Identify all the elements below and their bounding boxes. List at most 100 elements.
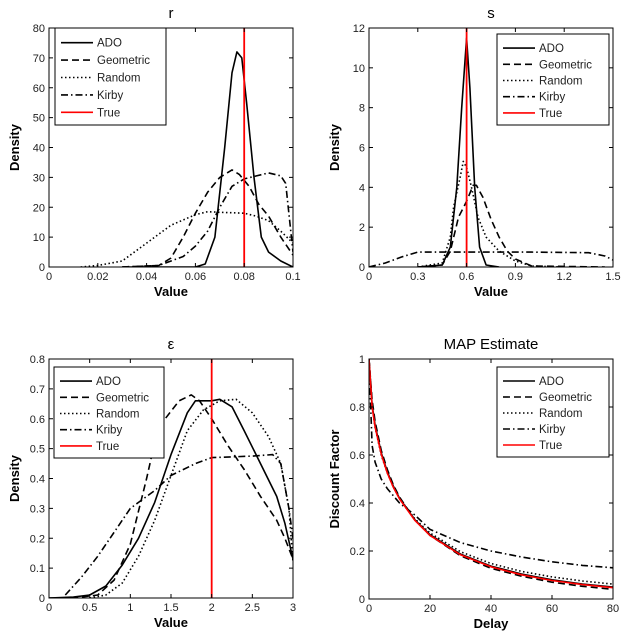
legend-label-geometric: Geometric [539,392,592,404]
y-tick-label: 10 [33,232,45,244]
subplot-1: 0 0.02 0.04 0.06 0.08 0.1 0 10 20 30 40 50 60 70 80 r Va… [7,5,301,299]
legend-box [54,27,167,126]
y-tick-label: 30 [33,172,45,184]
legend-box [53,366,165,459]
y-tick-label: 0 [359,262,365,274]
legend-label-ado: ADO [96,376,121,388]
x-tick-label: 2.5 [245,602,260,614]
legend: ADO Geometric Random Kirby True [54,27,167,126]
x-tick-label: 20 [424,603,436,615]
x-tick-label: 0.1 [285,271,300,283]
x-tick-label: 0.04 [136,271,157,283]
legend-label-kirby: Kirby [97,90,123,102]
series-line-random [89,398,293,598]
x-tick-label: 0 [366,271,372,283]
legend-label-geometric: Geometric [539,59,592,71]
series-line-geometric [417,184,605,267]
legend-label-random: Random [539,408,582,420]
y-tick-label: 0 [39,593,45,605]
x-axis-label: Value [474,284,508,299]
chart-title: ε [168,336,175,353]
x-tick-label: 1.5 [163,602,178,614]
series-line-geometric [122,169,293,267]
y-tick-label: 6 [359,143,365,155]
subplot-2: 0 0.3 0.6 0.9 1.2 1.5 0 2 4 6 8 10 12 s Value Density AD… [327,5,621,299]
y-axis-label: Density [327,123,342,171]
x-tick-label: 0 [46,271,52,283]
y-tick-label: 2 [359,222,365,234]
series-line-ado [49,398,293,598]
x-tick-label: 2 [209,602,215,614]
x-tick-label: 0 [46,602,52,614]
y-tick-label: 80 [33,23,45,35]
series-line-true [369,359,613,589]
y-tick-label: 70 [33,53,45,65]
series-line-ado [417,37,500,267]
x-tick-label: 60 [546,603,558,615]
y-tick-label: 4 [359,182,365,194]
series-line-geometric [49,394,293,598]
x-tick-label: 1 [127,602,133,614]
legend-label-true: True [96,441,119,453]
series-line-kirby [122,172,293,267]
legend-label-true: True [97,107,120,119]
legend: ADO Geometric Random Kirby True [496,33,610,126]
series-line-random [80,210,293,267]
series-line-random [417,160,565,267]
y-tick-label: 0.2 [350,546,365,558]
y-tick-label: 0.5 [30,444,45,456]
y-tick-label: 60 [33,83,45,95]
legend-label-kirby: Kirby [539,92,565,104]
x-axis-label: Value [154,284,188,299]
y-tick-label: 0.4 [350,498,365,510]
y-tick-label: 12 [353,23,365,35]
legend-label-ado: ADO [539,376,564,388]
y-tick-label: 0 [39,262,45,274]
y-tick-label: 0 [359,594,365,606]
subplot-3: 0 0.5 1 1.5 2 2.5 3 0 0.1 0.2 0.3 0.4 0.5 0.6 0.7 0.8 ε V… [7,336,296,630]
x-tick-label: 0.3 [410,271,425,283]
chart-title: r [169,5,174,22]
y-tick-label: 10 [353,63,365,75]
y-tick-label: 0.4 [30,474,45,486]
legend-box [496,366,610,458]
legend-label-random: Random [97,73,140,85]
y-tick-label: 8 [359,103,365,115]
y-axis-label: Density [7,123,22,171]
legend-label-geometric: Geometric [97,55,150,67]
legend-label-ado: ADO [539,43,564,55]
x-tick-label: 0.02 [87,271,108,283]
x-tick-label: 0 [366,603,372,615]
y-tick-label: 40 [33,143,45,155]
y-tick-label: 0.2 [30,533,45,545]
x-tick-label: 80 [607,603,619,615]
x-tick-label: 0.6 [459,271,474,283]
legend-box [496,33,610,126]
y-tick-label: 0.6 [350,450,365,462]
y-tick-label: 0.1 [30,563,45,575]
legend: ADO Geometric Random Kirby True [496,366,610,458]
x-tick-label: 0.5 [82,602,97,614]
x-tick-label: 1.5 [605,271,620,283]
y-tick-label: 20 [33,202,45,214]
series-line-ado [122,51,293,267]
legend-label-kirby: Kirby [539,424,565,436]
x-tick-label: 0.08 [233,271,254,283]
legend-label-random: Random [96,409,139,421]
series-line-kirby [369,251,613,267]
series-line-kirby [369,359,613,569]
y-tick-label: 50 [33,113,45,125]
x-tick-label: 40 [485,603,497,615]
legend-label-random: Random [539,76,582,88]
x-tick-label: 0.06 [185,271,206,283]
y-tick-label: 0.7 [30,384,45,396]
x-axis-label: Delay [474,616,509,631]
x-tick-label: 3 [290,602,296,614]
legend-label-true: True [539,440,562,452]
legend: ADO Geometric Random Kriby True [53,366,165,459]
y-axis-label: Discount Factor [327,430,342,529]
chart-title: s [487,5,495,22]
subplot-4: 0 20 40 60 80 0 0.2 0.4 0.6 0.8 1 MAP Estimate Delay… [327,336,619,631]
y-tick-label: 0.8 [350,402,365,414]
